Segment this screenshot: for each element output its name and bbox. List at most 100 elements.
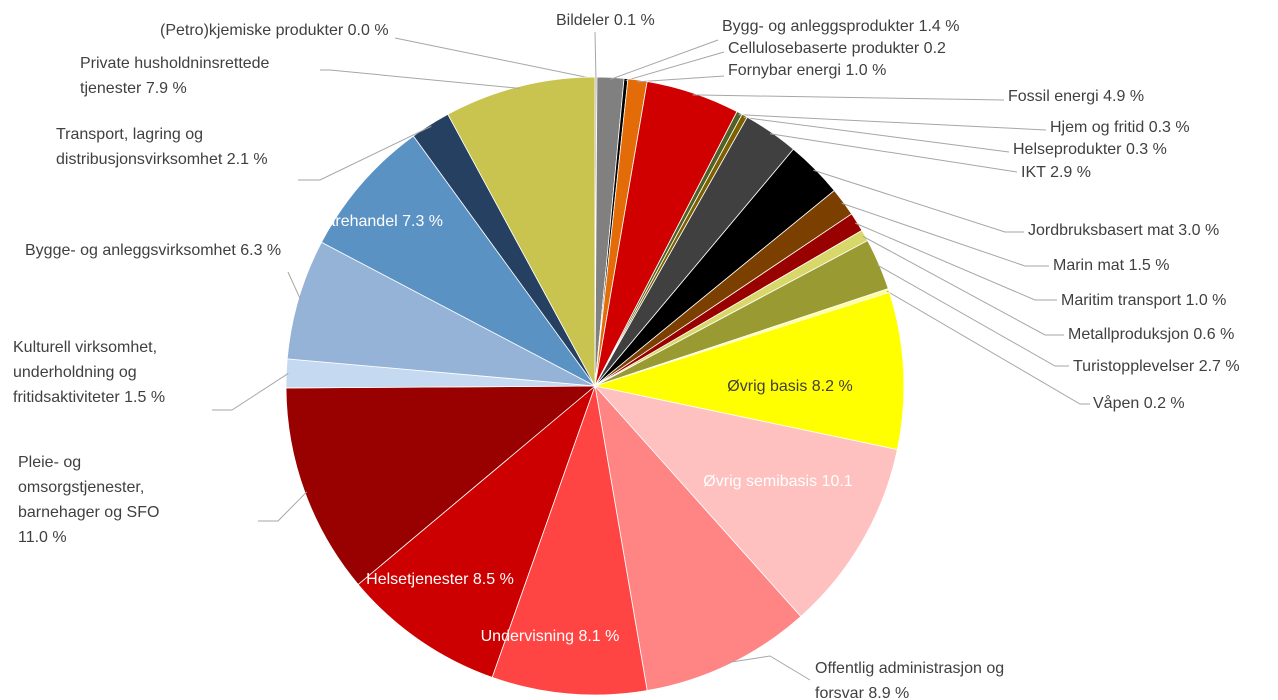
label-part: Fossil energi xyxy=(1008,88,1099,105)
slice-label: Undervisning 8.1 % xyxy=(481,628,620,646)
slice-label: Kulturell virksomhet, underholdning og f… xyxy=(13,335,193,410)
slice-label: IKT 2.9 % xyxy=(1021,160,1091,185)
slice-label: Våpen 0.2 % xyxy=(1093,391,1185,416)
label-part: 2.7 % xyxy=(1198,358,1240,375)
leader-line xyxy=(841,202,1049,267)
leader-line xyxy=(876,264,1069,367)
leader-line xyxy=(728,655,811,681)
leader-line xyxy=(862,235,1064,336)
slice-label: Private husholdninsrettede tjenester 7.9… xyxy=(80,51,320,101)
leader-line xyxy=(855,222,1057,301)
pie-slice xyxy=(357,384,596,678)
leader-line xyxy=(298,125,432,181)
slice-label: Øvrig basis 8.2 % xyxy=(727,378,852,396)
label-part: Cellulosebaserte produkter xyxy=(728,40,920,57)
slice-label: Varehandel 7.3 % xyxy=(317,213,443,231)
label-part: Øvrig semibasis xyxy=(703,473,818,490)
label-part: 8.2 % xyxy=(811,378,853,395)
label-part: 7.9 % xyxy=(145,80,187,97)
label-part: 2.9 % xyxy=(1050,164,1091,181)
label-part: IKT xyxy=(1021,164,1046,181)
pie-slice xyxy=(593,385,898,618)
pie-slice xyxy=(491,384,648,696)
label-part: Hjem og fritid xyxy=(1050,119,1145,136)
label-part: 6.3 % xyxy=(240,242,282,259)
slice-label: Pleie- og omsorgstjenester, barnehager o… xyxy=(18,450,168,550)
leader-line xyxy=(258,491,308,522)
slice-label: Bildeler 0.1 % xyxy=(556,8,655,33)
label-part: 0.0 % xyxy=(347,22,389,39)
label-part: 8.1 % xyxy=(578,628,620,645)
label-part: Offentlig administrasjon og forsvar xyxy=(815,660,1005,700)
label-part: 3.0 % xyxy=(1178,222,1220,239)
leader-line xyxy=(287,271,301,300)
label-part: 0.6 % xyxy=(1193,326,1235,343)
label-part: 10.1 xyxy=(821,473,853,490)
label-part: 1.0 % xyxy=(845,62,887,79)
label-part: 1.5 % xyxy=(124,389,166,406)
slice-label: Helsetjenester 8.5 % xyxy=(366,571,514,589)
slice-label: Bygg- og anleggsprodukter 1.4 % xyxy=(722,14,960,39)
label-part: Metallproduksjon xyxy=(1068,326,1189,343)
slice-label: Cellulosebaserte produkter 0.2 xyxy=(728,36,946,61)
leader-line xyxy=(886,290,1090,405)
label-part: Jordbruksbasert mat xyxy=(1028,222,1174,239)
label-part: 0.1 % xyxy=(613,12,655,29)
label-part: Våpen xyxy=(1093,395,1140,412)
leader-line xyxy=(769,133,1018,173)
leader-line xyxy=(738,114,1047,131)
leader-line xyxy=(212,373,289,411)
label-part: Bildeler xyxy=(556,12,610,29)
slice-label: Offentlig administrasjon og forsvar 8.9 … xyxy=(815,656,1055,700)
label-part: Kulturell virksomhet, underholdning og f… xyxy=(13,339,158,406)
slice-label: Turistopplevelser 2.7 % xyxy=(1073,354,1240,379)
leader-line xyxy=(594,31,597,80)
slice-label: Jordbruksbasert mat 3.0 % xyxy=(1028,218,1219,243)
label-part: Helsetjenester xyxy=(366,571,469,588)
slice-label: Fornybar energi 1.0 % xyxy=(728,58,886,83)
slice-label: Maritim transport 1.0 % xyxy=(1061,288,1226,313)
label-part: 4.9 % xyxy=(1103,88,1145,105)
label-part: Marin mat xyxy=(1053,257,1125,274)
label-part: 0.3 % xyxy=(1148,119,1190,136)
label-part: (Petro)kjemiske produkter xyxy=(160,22,344,39)
label-part: 7.3 % xyxy=(402,213,444,230)
label-part: 8.9 % xyxy=(868,685,910,700)
label-part: 0.3 % xyxy=(1125,141,1167,158)
label-part: Private husholdninsrettede tjenester xyxy=(80,55,270,97)
label-part: 0.2 % xyxy=(1143,395,1185,412)
slice-label: Hjem og fritid 0.3 % xyxy=(1050,115,1190,140)
leader-line xyxy=(610,39,719,80)
leader-line xyxy=(320,69,520,89)
label-part: 1.5 % xyxy=(1128,257,1170,274)
label-part: 11.0 % xyxy=(18,529,67,546)
pie-slice xyxy=(447,76,596,387)
label-part: 8.5 % xyxy=(472,571,514,588)
pie-slice xyxy=(286,241,596,387)
label-part: Transport, lagring og distribusjonsvirks… xyxy=(56,126,223,168)
slice-label: Øvrig semibasis 10.1 xyxy=(703,473,852,491)
leader-line xyxy=(625,51,725,82)
slice-label: Fossil energi 4.9 % xyxy=(1008,84,1144,109)
pie-slice xyxy=(593,291,905,451)
slice-label: Helseprodukter 0.3 % xyxy=(1013,137,1167,162)
slice-label: (Petro)kjemiske produkter 0.0 % xyxy=(160,18,389,43)
label-part: Øvrig basis xyxy=(727,378,808,395)
pie-slice xyxy=(594,384,802,692)
label-part: Turistopplevelser xyxy=(1073,358,1195,375)
slice-label: Bygge- og anleggsvirksomhet 6.3 % xyxy=(25,238,290,263)
label-part: Undervisning xyxy=(480,628,575,645)
pie-slice xyxy=(285,385,597,586)
leader-line xyxy=(394,37,596,80)
label-part: 0.2 xyxy=(923,40,946,57)
slice-label: Marin mat 1.5 % xyxy=(1053,253,1170,278)
label-part: Helseprodukter xyxy=(1013,141,1122,158)
leader-line xyxy=(637,75,725,83)
leader-line xyxy=(743,116,1010,153)
leader-line xyxy=(692,94,1005,101)
label-part: Bygg- og anleggsprodukter xyxy=(722,18,915,35)
label-part: 1.0 % xyxy=(1185,292,1227,309)
label-part: Pleie- og omsorgstjenester, barnehager o… xyxy=(18,454,160,521)
